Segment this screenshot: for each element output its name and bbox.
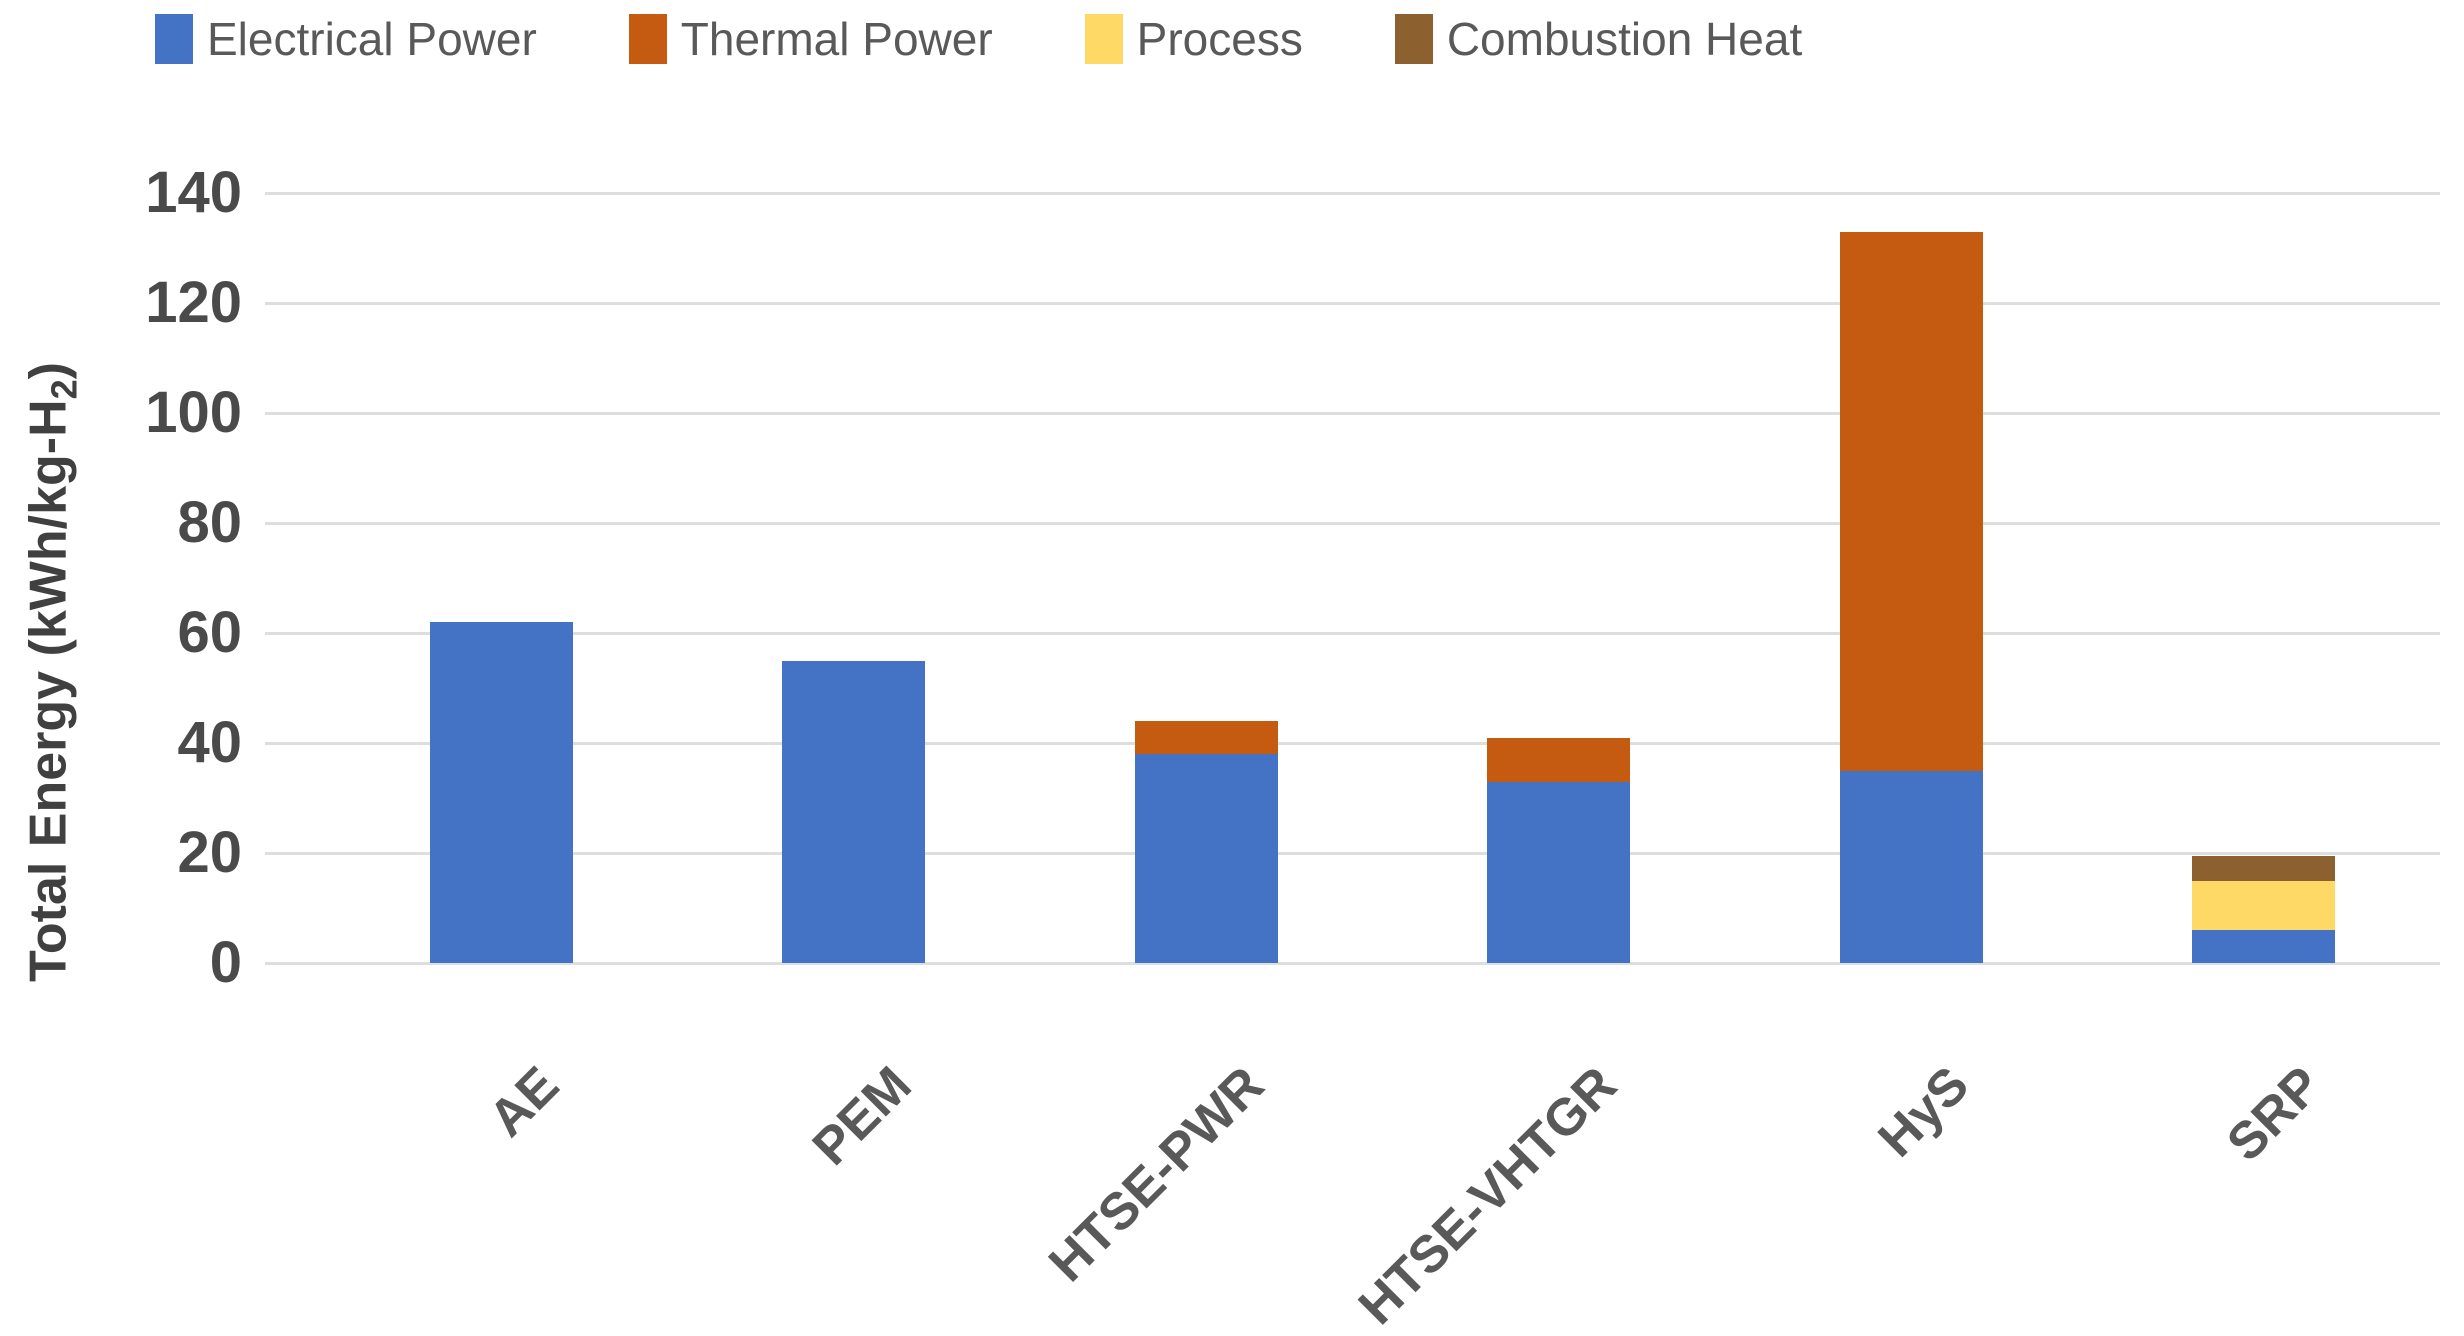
- legend-label: Thermal Power: [680, 13, 993, 65]
- gridline-y100: [265, 411, 2440, 415]
- y-axis-tick-labels: 0 20 40 60 80 100 120 140: [0, 164, 242, 992]
- gridline-y60: [265, 631, 2440, 635]
- x-axis-tick-labels: AE PEM HTSE-PWR HTSE-VHTGR HyS SRP: [325, 963, 2440, 1336]
- bar-htse-vhtgr: [1487, 737, 1631, 963]
- legend-swatch-process: [1084, 14, 1123, 64]
- y-tick-label-120: 120: [145, 270, 242, 335]
- gridline-y0: [265, 961, 2440, 965]
- x-tick-label-hys: HyS: [1867, 1055, 1981, 1169]
- legend-swatch-thermal-power: [628, 14, 667, 64]
- bar-ae: [429, 622, 573, 963]
- bar-segment-htse-pwr-thermal-power: [1134, 721, 1278, 754]
- legend-swatch-combustion-heat: [1394, 14, 1433, 64]
- legend-label: Combustion Heat: [1446, 13, 1803, 65]
- gridline-y80: [265, 521, 2440, 525]
- bar-segment-ae-electrical-power: [429, 622, 573, 963]
- x-tick-label-srp: SRP: [2216, 1055, 2333, 1173]
- y-tick-label-0: 0: [209, 930, 242, 995]
- gridline-y120: [265, 301, 2440, 305]
- chart-legend: Electrical Power Thermal Power Process Comb…: [155, 4, 1802, 74]
- legend-label: Electrical Power: [207, 13, 537, 65]
- bar-slot-hys: [1735, 193, 2088, 963]
- legend-item-process: Process: [1084, 13, 1303, 65]
- bar-segment-htse-vhtgr-electrical-power: [1487, 781, 1631, 963]
- bar-segment-htse-vhtgr-thermal-power: [1487, 737, 1631, 782]
- legend-item-electrical-power: Electrical Power: [155, 14, 537, 64]
- plot-area: [265, 191, 2440, 965]
- bar-slot-htse-vhtgr: [1383, 193, 1736, 963]
- bar-slot-pem: [678, 193, 1031, 963]
- bar-srp: [2192, 855, 2336, 963]
- y-tick-label-80: 80: [177, 490, 242, 555]
- y-tick-label-100: 100: [145, 380, 242, 445]
- gridline-y20: [265, 851, 2440, 855]
- legend-item-thermal-power: Thermal Power: [628, 13, 993, 65]
- bar-slot-srp: [2088, 193, 2441, 963]
- bar-hys: [1839, 231, 1983, 963]
- y-tick-label-60: 60: [177, 600, 242, 665]
- bar-segment-hys-electrical-power: [1839, 770, 1983, 963]
- bar-segment-hys-thermal-power: [1839, 231, 1983, 771]
- bar-segment-srp-combustion-heat: [2192, 855, 2336, 881]
- bar-slot-htse-pwr: [1030, 193, 1383, 963]
- gridline-y40: [265, 741, 2440, 745]
- bars-container: [265, 193, 2440, 963]
- y-tick-label-140: 140: [145, 160, 242, 225]
- y-tick-label-20: 20: [177, 820, 242, 885]
- x-tick-label-pem: PEM: [801, 1055, 923, 1177]
- bar-segment-srp-electrical-power: [2192, 930, 2336, 963]
- bar-pem: [782, 660, 926, 963]
- legend-swatch-electrical-power: [155, 14, 193, 64]
- y-tick-label-40: 40: [177, 710, 242, 775]
- legend-item-combustion-heat: Combustion Heat: [1394, 13, 1803, 65]
- bar-segment-pem-electrical-power: [782, 660, 926, 963]
- bar-segment-htse-pwr-electrical-power: [1134, 754, 1278, 963]
- x-tick-label-htse-pwr: HTSE-PWR: [1038, 1055, 1276, 1293]
- x-tick-label-ae: AE: [478, 1055, 571, 1148]
- gridline-y140: [265, 191, 2440, 195]
- legend-label: Process: [1136, 13, 1303, 65]
- bar-slot-ae: [325, 193, 678, 963]
- bar-segment-srp-process: [2192, 880, 2336, 930]
- bar-htse-pwr: [1134, 721, 1278, 963]
- x-tick-label-htse-vhtgr: HTSE-VHTGR: [1347, 1055, 1628, 1336]
